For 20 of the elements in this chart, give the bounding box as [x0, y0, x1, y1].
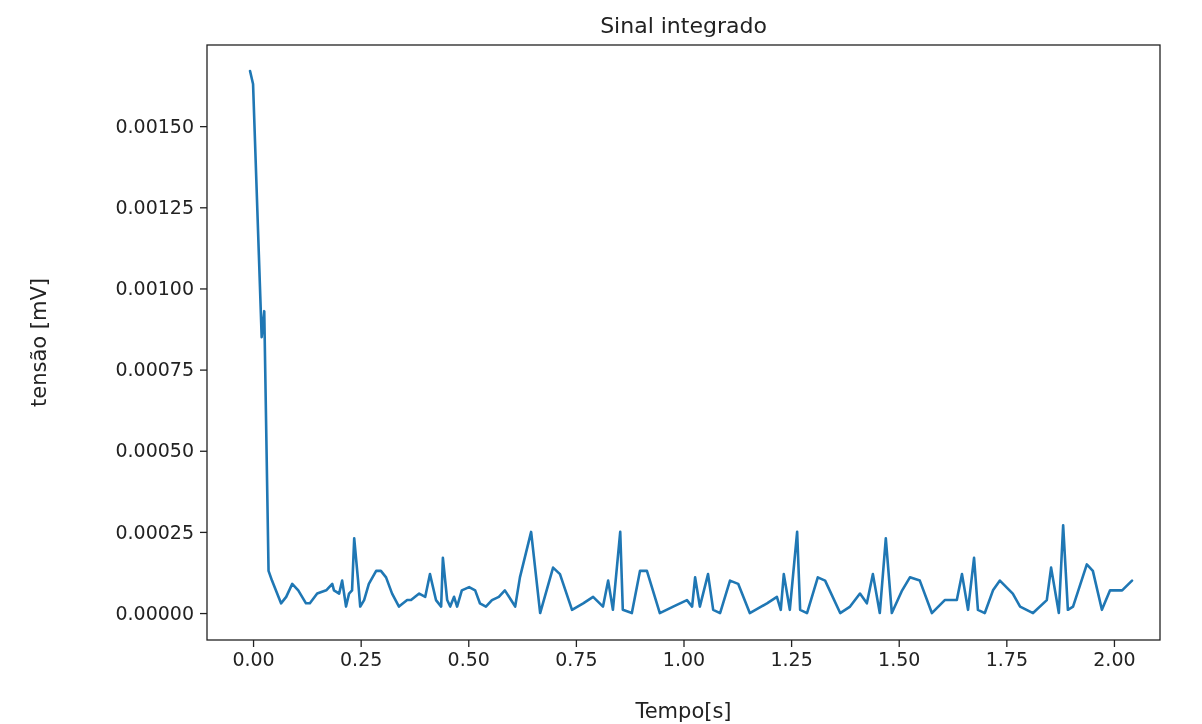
- y-tick-label: 0.00150: [115, 114, 194, 137]
- x-tick-label: 0.00: [232, 648, 275, 671]
- x-tick-label: 0.25: [340, 648, 383, 671]
- x-tick-label: 1.25: [770, 648, 813, 671]
- x-tick-label: 2.00: [1093, 648, 1136, 671]
- y-tick-label: 0.00125: [115, 195, 194, 218]
- x-tick-label: 0.50: [447, 648, 490, 671]
- x-tick-label: 1.50: [878, 648, 921, 671]
- x-tick-label: 1.75: [985, 648, 1028, 671]
- y-tick-label: 0.00100: [115, 277, 194, 300]
- x-tick-label: 1.00: [662, 648, 706, 671]
- line-series: [248, 69, 1134, 615]
- y-tick-label: 0.00025: [115, 520, 194, 543]
- x-tick-label: 0.75: [555, 648, 598, 671]
- y-tick-label: 0.00075: [115, 358, 194, 381]
- chart-title: Sinal integrado: [600, 13, 767, 38]
- y-axis-title: tensão [mV]: [27, 277, 51, 408]
- y-tick-label: 0.00050: [115, 439, 194, 462]
- x-axis-title: Tempo[s]: [634, 699, 732, 723]
- y-tick-label: 0.00000: [115, 601, 194, 624]
